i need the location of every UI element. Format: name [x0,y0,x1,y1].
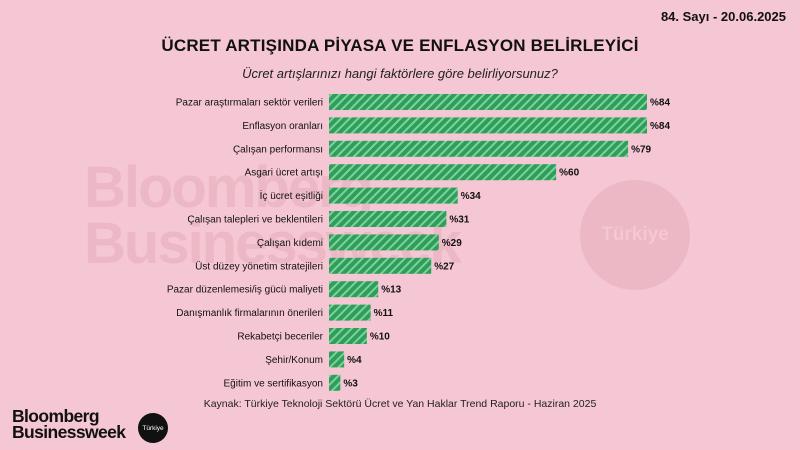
bar [329,94,647,110]
value-label: %29 [442,238,462,249]
category-label: Enflasyon oranları [242,121,323,132]
category-label: Pazar düzenlemesi/iş gücü maliyeti [167,285,323,296]
value-label: %84 [650,121,670,132]
value-label: %27 [434,261,454,272]
turkiye-badge: Türkiye [138,413,168,443]
bloomberg-businessweek-logo: Bloomberg Businessweek [12,406,126,442]
bar [329,304,371,321]
category-label: Çalışan talepleri ve beklentileri [187,215,323,226]
value-label: %84 [650,98,670,109]
value-label: %31 [449,215,469,226]
value-label: %79 [631,144,651,155]
category-label: Şehir/Konum [265,355,323,366]
chart-title: ÜCRET ARTIŞINDA PİYASA VE ENFLASYON BELİ… [161,36,639,55]
chart-subtitle: Ücret artışlarınızı hangi faktörlere gör… [242,66,558,81]
bar [329,140,629,157]
bar [329,211,447,227]
value-label: %60 [559,168,579,179]
bar [329,328,367,344]
issue-date: 84. Sayı - 20.06.2025 [660,9,786,24]
category-label: Pazar araştırmaları sektör verileri [176,98,323,109]
bar [329,187,458,204]
category-label: Çalışan performansı [233,144,323,155]
bar [329,234,439,251]
watermark-line1: Bloomberg [84,155,374,220]
value-label: %10 [370,332,390,343]
bar [329,257,432,274]
bar [329,351,345,368]
category-label: İç ücret eşitliği [260,189,323,202]
category-label: Eğitim ve sertifikasyon [224,378,323,389]
value-label: %13 [381,285,401,296]
value-label: %11 [374,308,394,319]
logo-line1: Bloomberg [12,406,100,426]
bar [329,281,379,298]
bar [329,117,647,134]
watermark-circle: Türkiye [580,180,690,290]
bar [329,164,557,181]
category-label: Çalışan kıdemi [257,238,323,249]
value-label: %4 [347,355,362,366]
category-label: Asgari ücret artışı [245,168,323,179]
value-label: %3 [343,378,358,389]
bar [329,374,341,391]
source-note: Kaynak: Türkiye Teknoloji Sektörü Ücret … [203,398,597,410]
watermark-text: Bloomberg Businessweek [84,155,462,273]
value-label: %34 [461,191,481,202]
logo-line2: Businessweek [12,422,126,442]
category-label: Rekabetçi beceriler [237,332,323,343]
category-label: Üst düzey yönetim stratejileri [195,260,323,272]
category-label: Danışmanlık firmalarının önerileri [176,308,323,319]
